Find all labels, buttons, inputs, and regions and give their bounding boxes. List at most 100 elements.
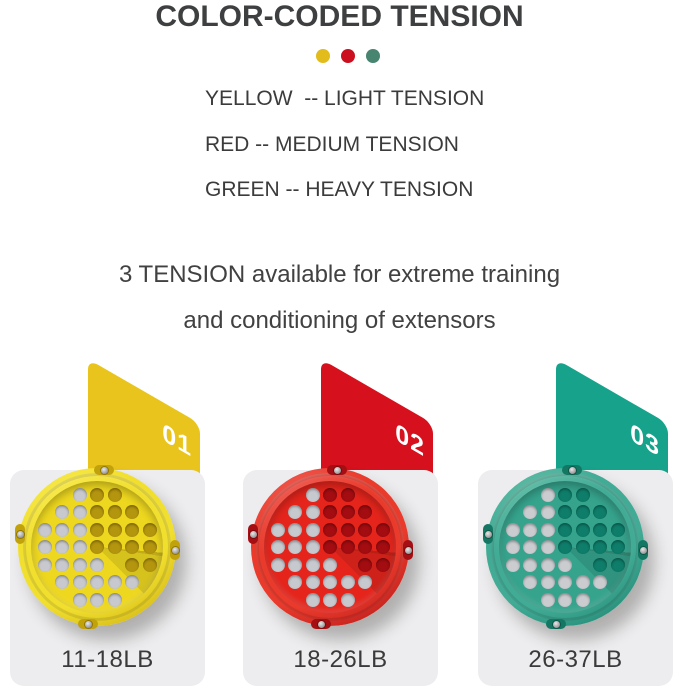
web-hole <box>125 575 139 589</box>
product-panel-light: 01 11-18LB <box>10 358 205 690</box>
web-hole <box>593 522 607 537</box>
web-hole <box>575 592 590 607</box>
web-hole <box>540 575 555 589</box>
rim-tab <box>248 524 258 544</box>
web-hole <box>540 487 555 502</box>
web-hole <box>358 505 372 519</box>
legend-line-yellow: YELLOW -- LIGHT TENSION <box>205 87 485 110</box>
web-hole <box>375 540 390 554</box>
web-hole <box>37 540 52 554</box>
web-hole <box>55 522 69 537</box>
description-line-2: and conditioning of extensors <box>183 307 496 334</box>
web-hole <box>55 557 69 572</box>
web-hole <box>107 487 122 502</box>
rim-tab <box>638 540 648 560</box>
screw-icon <box>171 546 179 554</box>
web-hole <box>558 540 572 554</box>
screw-icon <box>317 620 325 628</box>
web-hole <box>540 522 555 537</box>
web-hole <box>72 575 87 589</box>
red-dot-icon <box>341 49 355 63</box>
web-hole <box>270 540 285 554</box>
weight-range-label: 18-26LB <box>293 646 388 673</box>
web-hole <box>55 540 69 554</box>
screw-icon <box>639 546 647 554</box>
web-hole <box>37 522 52 537</box>
web-hole <box>142 522 157 537</box>
web-hole <box>558 592 572 607</box>
rim-tab <box>15 524 25 544</box>
web-hole <box>340 592 355 607</box>
web-hole <box>340 540 355 554</box>
web-hole <box>505 522 520 537</box>
green-dot-icon <box>366 49 380 63</box>
page-title: COLOR-CODED TENSION <box>155 0 524 33</box>
web-hole <box>358 557 372 572</box>
rim-tab <box>94 465 114 475</box>
web-hole <box>558 505 572 519</box>
screw-icon <box>552 620 560 628</box>
web-hole <box>323 505 337 519</box>
web-hole <box>575 522 590 537</box>
web-hole <box>340 505 355 519</box>
weight-range-label: 11-18LB <box>61 646 154 673</box>
tension-level-number: 02 <box>395 417 425 464</box>
disc-holes <box>486 468 644 626</box>
screw-icon <box>249 530 257 538</box>
web-hole <box>90 505 104 519</box>
web-hole <box>610 522 625 537</box>
web-hole <box>323 487 337 502</box>
web-hole <box>90 540 104 554</box>
rim-tab <box>562 465 582 475</box>
yellow-dot-icon <box>316 49 330 63</box>
web-hole <box>558 557 572 572</box>
web-hole <box>305 557 320 572</box>
web-hole <box>107 522 122 537</box>
web-hole <box>558 522 572 537</box>
web-hole <box>107 505 122 519</box>
web-hole <box>305 575 320 589</box>
rim-tab <box>403 540 413 560</box>
web-hole <box>125 505 139 519</box>
web-hole <box>288 575 302 589</box>
web-hole <box>523 575 537 589</box>
web-hole <box>375 522 390 537</box>
web-hole <box>340 487 355 502</box>
web-hole <box>323 592 337 607</box>
web-hole <box>90 575 104 589</box>
web-hole <box>558 487 572 502</box>
web-hole <box>125 540 139 554</box>
web-hole <box>55 575 69 589</box>
web-hole <box>358 575 372 589</box>
web-hole <box>593 540 607 554</box>
web-hole <box>142 557 157 572</box>
screw-icon <box>404 546 412 554</box>
tension-level-number: 03 <box>630 417 660 464</box>
hand-exerciser-disc <box>248 465 413 629</box>
web-hole <box>593 505 607 519</box>
web-hole <box>575 505 590 519</box>
web-hole <box>125 522 139 537</box>
web-hole <box>593 575 607 589</box>
web-hole <box>90 557 104 572</box>
web-hole <box>523 540 537 554</box>
web-hole <box>540 592 555 607</box>
web-hole <box>125 557 139 572</box>
web-hole <box>558 575 572 589</box>
screw-icon <box>100 466 108 474</box>
web-hole <box>37 557 52 572</box>
screw-icon <box>84 620 92 628</box>
web-hole <box>90 522 104 537</box>
web-hole <box>270 522 285 537</box>
web-hole <box>358 522 372 537</box>
screw-icon <box>568 466 576 474</box>
web-hole <box>358 540 372 554</box>
web-hole <box>288 557 302 572</box>
web-hole <box>505 557 520 572</box>
web-hole <box>288 505 302 519</box>
tension-level-number: 01 <box>162 417 192 464</box>
description-text: 3 TENSION available for extreme training… <box>0 252 679 344</box>
web-hole <box>305 505 320 519</box>
web-hole <box>72 487 87 502</box>
web-hole <box>90 487 104 502</box>
